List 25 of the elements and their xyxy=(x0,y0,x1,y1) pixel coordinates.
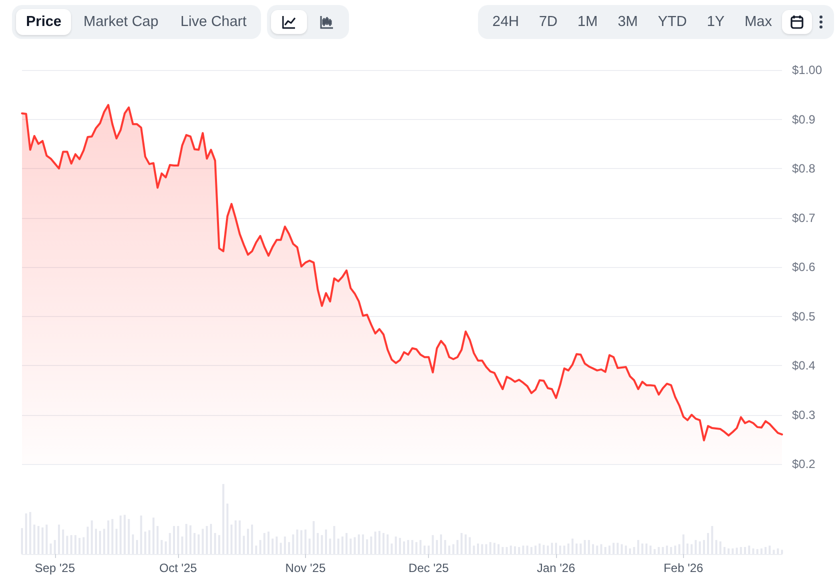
x-tick-label: Jan '26 xyxy=(536,561,576,575)
y-tick-label: $0.4 xyxy=(792,358,816,372)
text: Max xyxy=(744,13,773,32)
x-tick-label: Feb '26 xyxy=(664,561,704,575)
text: Market Cap xyxy=(82,13,160,32)
y-tick-label: $1.00 xyxy=(792,63,822,77)
text: Price xyxy=(16,9,72,35)
y-tick-label: $0.9 xyxy=(792,112,816,126)
text: Live Chart xyxy=(179,13,248,32)
y-tick-label: $0.5 xyxy=(792,309,816,324)
text: 1M xyxy=(576,13,599,32)
text: 1Y xyxy=(706,13,726,32)
text: 7D xyxy=(538,13,559,32)
y-tick-label: $0.2 xyxy=(792,457,816,471)
y-tick-label: $0.7 xyxy=(792,210,816,225)
text: 24H xyxy=(491,13,520,32)
y-tick-label: $0.6 xyxy=(792,260,816,274)
text: YTD xyxy=(656,13,688,32)
x-tick-label: Dec '25 xyxy=(408,561,450,575)
y-tick-label: $0.3 xyxy=(792,408,816,422)
x-tick-label: Sep '25 xyxy=(34,561,76,575)
y-tick-label: $0.8 xyxy=(792,162,816,176)
text: 3M xyxy=(616,13,639,32)
x-tick-label: Nov '25 xyxy=(285,561,326,575)
x-tick-label: Oct '25 xyxy=(159,561,198,575)
